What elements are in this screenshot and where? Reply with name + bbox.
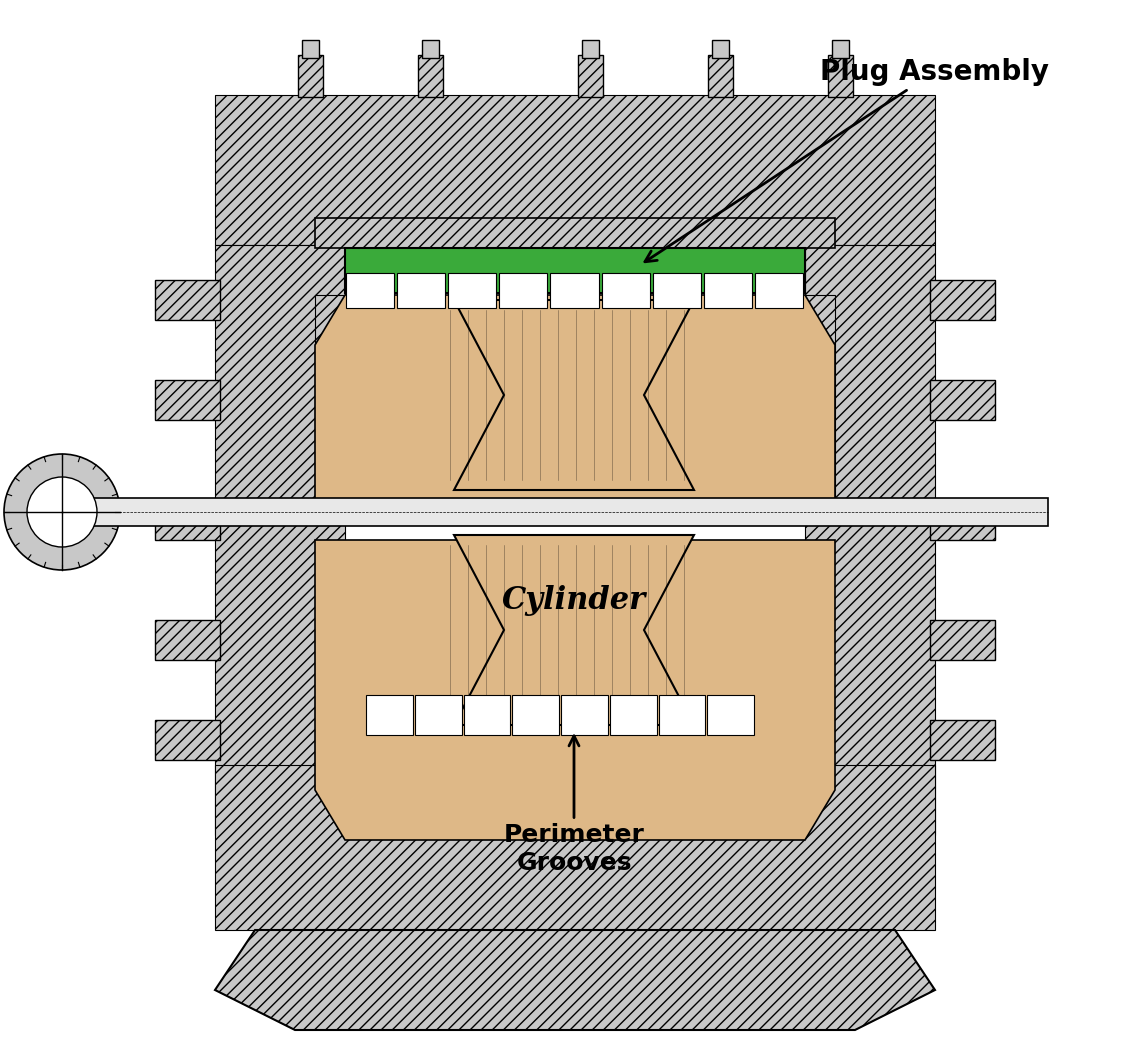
Bar — [464, 695, 510, 735]
Bar — [512, 695, 559, 735]
Bar — [155, 280, 220, 320]
Bar — [707, 695, 754, 735]
Bar — [418, 54, 443, 97]
Bar — [155, 720, 220, 760]
Polygon shape — [215, 930, 934, 1030]
Bar — [155, 620, 220, 660]
Bar — [561, 695, 607, 735]
Bar — [215, 245, 346, 835]
Bar — [215, 765, 934, 930]
Bar — [302, 40, 319, 58]
Circle shape — [28, 477, 96, 547]
Bar — [930, 500, 995, 540]
Text: Perimeter
Grooves: Perimeter Grooves — [504, 736, 644, 875]
Polygon shape — [315, 540, 835, 840]
Bar — [550, 272, 598, 308]
Polygon shape — [453, 534, 695, 725]
Bar — [775, 294, 835, 500]
Bar — [704, 272, 752, 308]
Bar — [602, 272, 650, 308]
Bar — [653, 272, 700, 308]
Polygon shape — [315, 294, 835, 500]
Bar — [60, 498, 1048, 526]
Bar — [499, 272, 548, 308]
Polygon shape — [453, 300, 695, 490]
Bar — [828, 54, 853, 97]
Bar — [315, 294, 375, 500]
Circle shape — [3, 454, 121, 570]
Bar — [610, 695, 657, 735]
Text: Plug Assembly: Plug Assembly — [645, 58, 1049, 262]
Bar — [448, 272, 496, 308]
Bar — [577, 54, 603, 97]
Bar — [315, 218, 835, 248]
Bar — [712, 40, 729, 58]
Bar — [930, 380, 995, 420]
Bar — [805, 245, 934, 835]
Bar — [930, 280, 995, 320]
Bar — [422, 40, 439, 58]
Bar — [832, 40, 850, 58]
Bar — [930, 720, 995, 760]
Bar — [397, 272, 445, 308]
Bar — [366, 695, 413, 735]
Bar — [346, 272, 394, 308]
Text: Cylinder: Cylinder — [502, 585, 646, 615]
Bar — [215, 95, 934, 245]
Bar — [582, 40, 599, 58]
Bar — [659, 695, 705, 735]
Bar — [155, 380, 220, 420]
Bar — [708, 54, 734, 97]
Bar — [346, 248, 805, 293]
Bar — [298, 54, 323, 97]
Bar — [155, 500, 220, 540]
Bar — [755, 272, 802, 308]
Bar — [414, 695, 461, 735]
Bar — [930, 620, 995, 660]
